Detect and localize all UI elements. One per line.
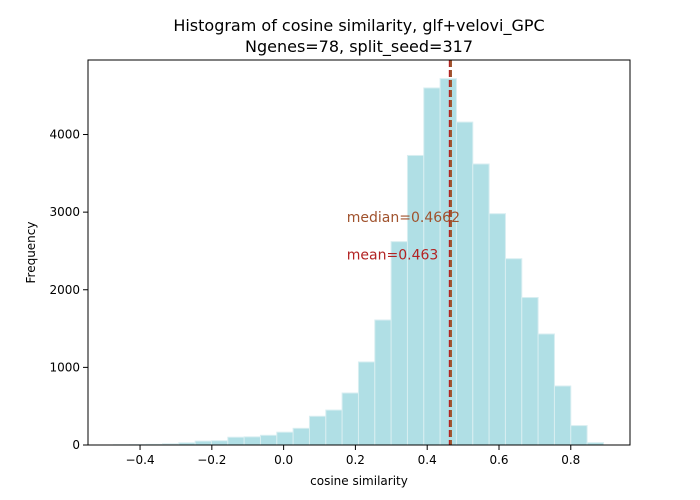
histogram-bar-26: [537, 333, 555, 446]
y-axis-label: Frequency: [24, 222, 38, 284]
histogram-bars: [112, 78, 604, 446]
histogram-bar-7: [227, 436, 245, 446]
histogram-bar-5: [194, 440, 212, 446]
x-tick-label: 0.0: [274, 453, 293, 467]
histogram-bar-21: [455, 121, 474, 446]
histogram-bar-8: [243, 436, 261, 446]
y-tick-label: 0: [72, 438, 80, 452]
histogram-bar-23: [488, 213, 506, 446]
histogram-bar-22: [472, 163, 490, 446]
histogram-bar-25: [521, 297, 539, 446]
x-tick-label: −0.2: [197, 453, 226, 467]
histogram-bar-19: [423, 87, 441, 446]
x-tick-label: 0.2: [346, 453, 365, 467]
chart-title-line1: Histogram of cosine similarity, glf+velo…: [173, 16, 544, 36]
histogram-bar-16: [374, 319, 392, 446]
histogram-bar-27: [553, 385, 572, 446]
median-annotation: median=0.4662: [347, 210, 460, 226]
y-axis-ticks: 0 1000 2000 3000 4000: [49, 128, 88, 452]
histogram-bar-13: [325, 409, 343, 446]
x-axis-label: cosine similarity: [310, 474, 408, 488]
histogram-bar-10: [276, 431, 294, 446]
y-tick-label: 2000: [49, 283, 80, 297]
x-tick-label: 0.4: [418, 453, 437, 467]
histogram-bar-6: [210, 440, 229, 446]
plot-frame: [87, 59, 631, 446]
histogram-bar-24: [504, 258, 523, 446]
y-tick-label: 3000: [49, 205, 80, 219]
histogram-bar-15: [357, 361, 376, 446]
histogram-bar-11: [292, 427, 310, 446]
reference-lines: [448, 60, 452, 445]
histogram-bar-17: [390, 241, 408, 446]
histogram-bar-18: [406, 154, 425, 446]
x-tick-label: 0.6: [489, 453, 508, 467]
x-tick-label: −0.4: [125, 453, 154, 467]
y-tick-label: 1000: [49, 360, 80, 374]
histogram-bar-14: [341, 392, 359, 446]
histogram-bar-20: [439, 78, 457, 446]
histogram-bar-28: [570, 425, 588, 446]
histogram-bar-9: [259, 434, 278, 446]
annotations: median=0.4662 mean=0.463: [347, 210, 460, 263]
y-tick-label: 4000: [49, 128, 80, 142]
x-tick-label: 0.8: [561, 453, 580, 467]
x-axis-ticks: −0.4 −0.2 0.0 0.2 0.4 0.6 0.8: [125, 445, 580, 467]
chart-title-line2: Ngenes=78, split_seed=317: [245, 37, 473, 57]
mean-annotation: mean=0.463: [347, 247, 439, 263]
histogram-bar-12: [308, 415, 327, 446]
